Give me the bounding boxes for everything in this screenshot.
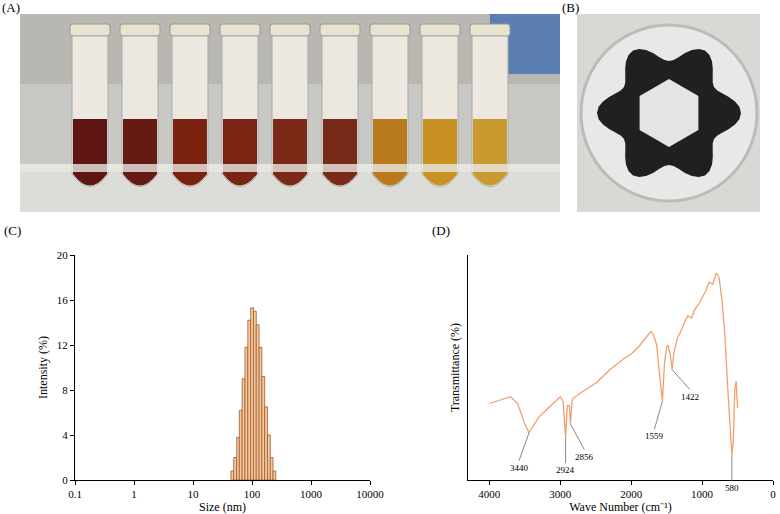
svg-text:2924: 2924 — [556, 465, 575, 475]
svg-text:Size (nm): Size (nm) — [199, 500, 246, 514]
svg-text:0: 0 — [62, 474, 68, 486]
svg-text:1000: 1000 — [300, 488, 323, 500]
html-text:(A): (A) — [2, 0, 20, 15]
svg-text:100: 100 — [244, 488, 261, 500]
svg-text:10: 10 — [188, 488, 200, 500]
svg-text:1000: 1000 — [691, 488, 714, 500]
svg-text:4: 4 — [62, 429, 68, 441]
svg-text:1559: 1559 — [645, 431, 664, 441]
html-text:(B): (B) — [562, 0, 580, 15]
svg-text:2856: 2856 — [575, 452, 594, 462]
svg-text:Transmittance (%): Transmittance (%) — [448, 323, 462, 412]
svg-text:1: 1 — [131, 488, 137, 500]
svg-text:8: 8 — [62, 384, 68, 396]
svg-text:16: 16 — [57, 294, 69, 306]
svg-text:20: 20 — [57, 249, 69, 261]
svg-text:3000: 3000 — [549, 488, 572, 500]
svg-text:2000: 2000 — [620, 488, 643, 500]
svg-text:4000: 4000 — [478, 488, 501, 500]
svg-text:Intensity (%): Intensity (%) — [36, 336, 50, 399]
svg-text:Wave Number (cm⁻¹): Wave Number (cm⁻¹) — [569, 500, 672, 514]
svg-text:0: 0 — [770, 488, 776, 500]
svg-text:580: 580 — [725, 483, 739, 493]
svg-text:10000: 10000 — [356, 488, 384, 500]
svg-text:(D): (D) — [432, 223, 450, 238]
svg-text:3440: 3440 — [510, 463, 529, 473]
svg-text:0.1: 0.1 — [68, 488, 82, 500]
svg-text:12: 12 — [57, 339, 68, 351]
svg-text:(C): (C) — [4, 223, 21, 238]
svg-text:1422: 1422 — [681, 392, 699, 402]
